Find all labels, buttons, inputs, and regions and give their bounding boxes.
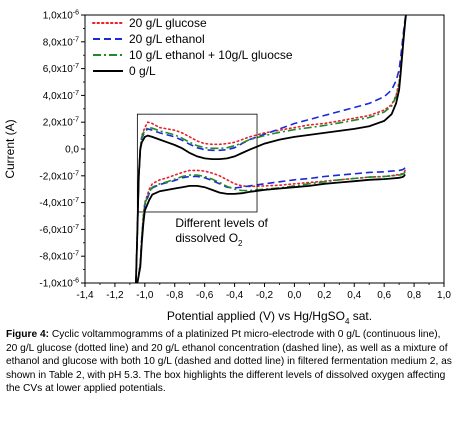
y-tick-label: -1,0x10-6 bbox=[39, 278, 79, 290]
series-line-2 bbox=[135, 15, 407, 283]
figure-caption: Figure 4: Cyclic voltammogramms of a pla… bbox=[6, 328, 452, 396]
legend-label: 20 g/L glucose bbox=[129, 16, 207, 30]
x-tick-label: -0,4 bbox=[226, 290, 244, 301]
y-axis: -1,0x10-6 -8,0x10-7 -6,0x10-7 -4,0x10-7 -2,0… bbox=[39, 10, 85, 290]
x-tick-label: 0,8 bbox=[407, 290, 421, 301]
y-tick-label: 1,0x10-6 bbox=[43, 10, 79, 22]
y-tick-label: 6,0x10-7 bbox=[43, 63, 79, 75]
y-tick-label: 0,0 bbox=[65, 145, 79, 156]
legend-label: 10 g/L ethanol + 10g/L gluocse bbox=[129, 48, 293, 62]
x-tick-label: -0,6 bbox=[196, 290, 214, 301]
series-line-4 bbox=[135, 15, 407, 283]
caption-label: Figure 4: bbox=[6, 329, 50, 340]
series-line-3 bbox=[135, 15, 407, 283]
y-axis-title: Current (A) bbox=[3, 119, 17, 178]
highlight-box bbox=[136, 113, 258, 213]
y-tick-label: -4,0x10-7 bbox=[39, 197, 79, 209]
x-tick-label: -1,0 bbox=[136, 290, 154, 301]
x-axis: -1,4 -1,2 -1,0 -0,8 -0,6 -0,4 -0,2 0,0 0,2 0,4 0,6… bbox=[76, 283, 451, 301]
cv-chart: Different levels of dissolved O2 -1,4 -1,… bbox=[3, 10, 451, 326]
y-tick-label: -6,0x10-7 bbox=[39, 224, 79, 236]
y-tick-label: 8,0x10-7 bbox=[43, 36, 79, 48]
series-layer bbox=[135, 15, 407, 283]
x-tick-label: 0,2 bbox=[317, 290, 331, 301]
x-tick-label: 1,0 bbox=[437, 290, 451, 301]
x-tick-label: -0,8 bbox=[166, 290, 184, 301]
x-axis-title: Potential applied (V) vs Hg/HgSO4 sat. bbox=[167, 309, 372, 325]
x-tick-label: 0,0 bbox=[287, 290, 301, 301]
x-tick-label: -1,4 bbox=[76, 290, 94, 301]
x-tick-label: -1,2 bbox=[106, 290, 124, 301]
x-tick-label: 0,4 bbox=[347, 290, 361, 301]
y-tick-label: -2,0x10-7 bbox=[39, 170, 79, 182]
annotation-line-2: dissolved O2 bbox=[175, 231, 243, 248]
y-tick-label: -8,0x10-7 bbox=[39, 251, 79, 263]
caption-text: Cyclic voltammogramms of a platinized Pt… bbox=[6, 329, 452, 395]
legend: 20 g/L glucose 20 g/L ethanol 10 g/L ethan… bbox=[92, 16, 293, 78]
x-tick-label: 0,6 bbox=[377, 290, 391, 301]
y-tick-label: 2,0x10-7 bbox=[43, 117, 79, 129]
y-tick-label: 4,0x10-7 bbox=[43, 90, 79, 102]
annotation-line-1: Different levels of bbox=[175, 216, 268, 230]
x-tick-label: -0,2 bbox=[256, 290, 274, 301]
annotation: Different levels of dissolved O2 bbox=[173, 215, 286, 248]
legend-label: 20 g/L ethanol bbox=[129, 32, 205, 46]
legend-label: 0 g/L bbox=[129, 64, 156, 78]
